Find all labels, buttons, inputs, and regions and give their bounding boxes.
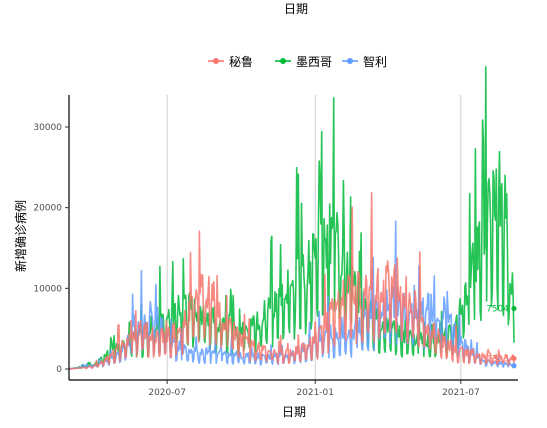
y-tick-label: 0 — [56, 365, 62, 375]
x-axis-ticks: 2020-07 2021-01 2021-07 — [148, 380, 480, 398]
legend: 秘鲁 墨西哥 智利 — [208, 54, 387, 69]
chart-title: 日期 — [284, 2, 308, 16]
y-tick-label: 10000 — [33, 284, 62, 294]
y-axis-title: 新增确诊病例 — [13, 200, 28, 272]
y-axis-ticks: 0 10000 20000 30000 — [33, 123, 69, 375]
legend-item: 智利 — [342, 54, 387, 69]
y-tick-label: 20000 — [33, 204, 62, 214]
x-tick-label: 2021-07 — [442, 388, 480, 398]
x-tick-label: 2020-07 — [148, 388, 186, 398]
legend-swatch-point — [280, 58, 286, 64]
end-labels: 1323 7504 — [486, 304, 517, 369]
y-tick-label: 30000 — [33, 123, 62, 133]
legend-label: 智利 — [363, 54, 387, 69]
legend-item: 秘鲁 — [208, 55, 253, 69]
series-end-label: 7504 — [486, 304, 509, 314]
legend-item: 墨西哥 — [275, 55, 332, 69]
series-end-point — [511, 305, 517, 312]
series-end-label: 1323 — [486, 354, 509, 364]
x-tick-label: 2021-01 — [296, 388, 334, 398]
series-layer — [68, 66, 515, 370]
legend-label: 墨西哥 — [296, 55, 332, 69]
legend-label: 秘鲁 — [229, 55, 253, 69]
series-line-0 — [68, 192, 515, 370]
series-end-point — [511, 355, 517, 361]
legend-swatch-point — [213, 58, 219, 64]
series-end-point — [511, 363, 517, 369]
legend-swatch-point — [347, 58, 353, 64]
x-axis-title: 日期 — [282, 405, 306, 419]
